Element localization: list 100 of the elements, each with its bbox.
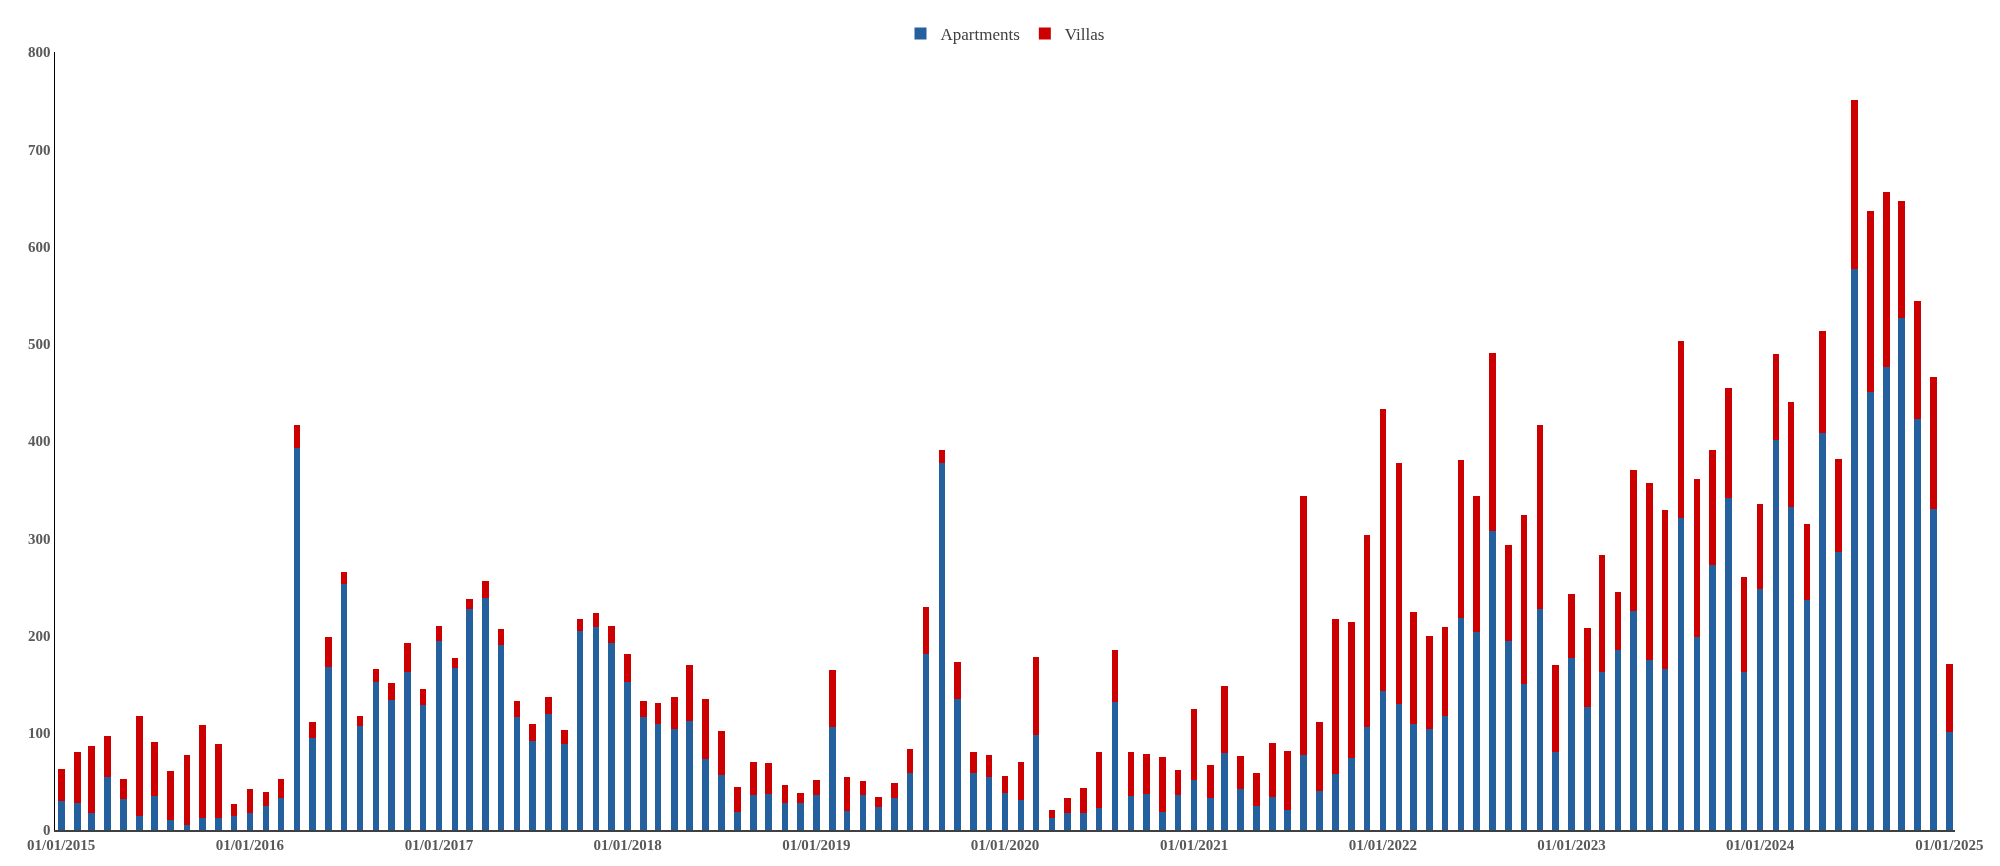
bar bbox=[1363, 726, 1371, 830]
bar bbox=[1316, 791, 1324, 830]
bar bbox=[1221, 686, 1228, 754]
bar bbox=[1756, 504, 1764, 589]
bar bbox=[640, 700, 648, 718]
bar bbox=[1850, 268, 1858, 830]
bar bbox=[813, 780, 820, 795]
bar bbox=[1127, 752, 1135, 796]
bar bbox=[592, 626, 600, 830]
bar bbox=[104, 776, 112, 830]
x-tick-label: 01/01/2025 bbox=[1915, 836, 1984, 853]
bar bbox=[451, 657, 459, 668]
bar bbox=[1316, 722, 1324, 792]
bar bbox=[624, 653, 631, 683]
bar bbox=[1661, 510, 1669, 669]
bar bbox=[686, 721, 694, 830]
bar bbox=[1819, 331, 1826, 434]
bar bbox=[1048, 818, 1056, 830]
bar bbox=[954, 661, 961, 699]
bar bbox=[781, 785, 789, 803]
bar bbox=[482, 581, 489, 598]
x-tick-label: 01/01/2017 bbox=[404, 836, 474, 853]
y-tick-label: 400 bbox=[28, 433, 51, 450]
bar bbox=[419, 704, 427, 830]
bar bbox=[717, 774, 725, 830]
bar bbox=[1017, 799, 1025, 830]
bar bbox=[1032, 656, 1040, 735]
bar bbox=[1740, 672, 1748, 830]
bar bbox=[970, 752, 977, 773]
bar bbox=[1473, 496, 1480, 632]
y-tick-label: 700 bbox=[28, 141, 51, 158]
legend-label: Apartments bbox=[940, 25, 1020, 45]
bar bbox=[1284, 751, 1292, 810]
bar bbox=[1331, 618, 1339, 774]
y-tick-label: 100 bbox=[28, 725, 51, 741]
bar bbox=[1190, 709, 1198, 781]
bar bbox=[1914, 300, 1922, 419]
bar bbox=[608, 643, 615, 830]
bar bbox=[1946, 731, 1953, 830]
bar bbox=[1379, 690, 1387, 830]
bar bbox=[215, 744, 222, 819]
bar bbox=[1709, 565, 1716, 830]
bar bbox=[1489, 352, 1496, 532]
bar bbox=[57, 800, 65, 830]
bar bbox=[57, 768, 65, 801]
bar bbox=[1772, 440, 1780, 830]
bar bbox=[451, 667, 459, 830]
bar bbox=[813, 794, 820, 830]
bar bbox=[970, 772, 977, 830]
y-tick-label: 200 bbox=[28, 627, 51, 644]
bar bbox=[1819, 433, 1826, 830]
bar bbox=[1756, 588, 1764, 830]
bar bbox=[183, 825, 191, 830]
bar bbox=[843, 776, 851, 811]
bar bbox=[640, 717, 648, 830]
bar bbox=[1568, 657, 1575, 830]
bar bbox=[985, 777, 993, 830]
bar bbox=[608, 625, 615, 644]
bar bbox=[388, 699, 395, 830]
bar bbox=[215, 818, 222, 830]
bar bbox=[922, 653, 930, 830]
bar bbox=[1080, 788, 1087, 813]
bar bbox=[1080, 812, 1087, 830]
bar bbox=[906, 772, 914, 830]
bar bbox=[1268, 796, 1276, 830]
bar bbox=[765, 762, 773, 795]
bar bbox=[1473, 631, 1480, 830]
bar bbox=[1095, 752, 1103, 808]
bar bbox=[829, 726, 836, 830]
bar bbox=[1803, 600, 1811, 830]
bar bbox=[545, 714, 552, 830]
bar bbox=[1268, 743, 1276, 797]
bar bbox=[1677, 517, 1685, 830]
bar bbox=[325, 666, 332, 830]
bar bbox=[1457, 460, 1465, 618]
bar bbox=[1190, 780, 1198, 830]
bar bbox=[561, 729, 568, 745]
bar bbox=[119, 779, 127, 799]
bar bbox=[1536, 609, 1544, 830]
bar bbox=[466, 609, 473, 830]
bar bbox=[1159, 811, 1166, 830]
bar bbox=[1614, 591, 1622, 651]
bar bbox=[1693, 478, 1701, 638]
bar bbox=[1835, 459, 1842, 552]
bar bbox=[340, 583, 348, 830]
bar bbox=[954, 698, 961, 830]
bar bbox=[1127, 795, 1135, 830]
bar bbox=[702, 759, 710, 830]
y-tick-label: 600 bbox=[28, 238, 51, 255]
bar bbox=[922, 607, 930, 654]
bar bbox=[1882, 192, 1890, 368]
bar bbox=[749, 761, 757, 795]
bar bbox=[199, 724, 206, 819]
bar bbox=[717, 730, 725, 775]
bar bbox=[1882, 367, 1890, 830]
bar bbox=[293, 425, 301, 448]
bar bbox=[277, 797, 285, 830]
bar bbox=[356, 716, 364, 726]
bar bbox=[230, 816, 238, 830]
bar bbox=[561, 744, 568, 830]
